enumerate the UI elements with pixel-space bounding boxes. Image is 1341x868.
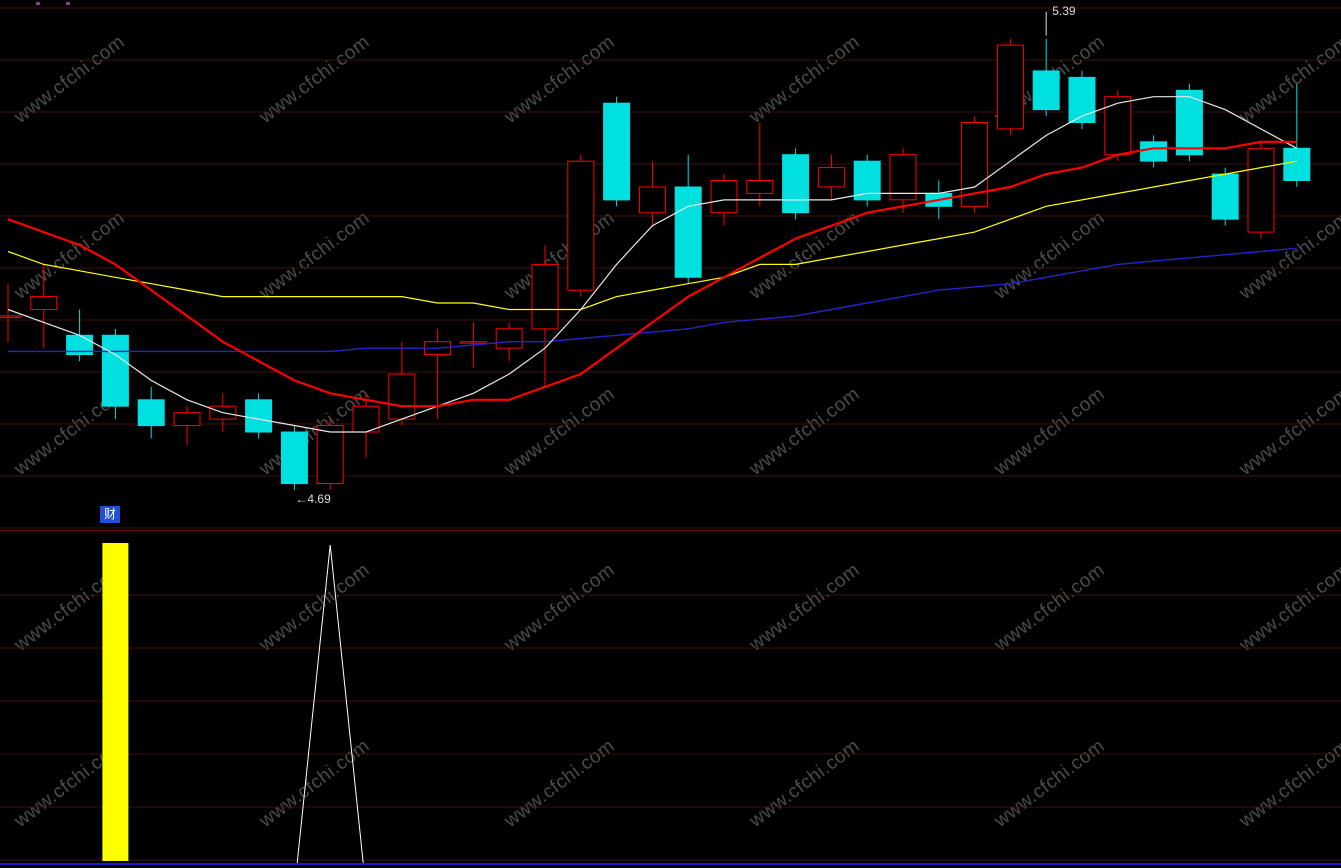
candle-body-down: [1283, 147, 1311, 182]
candle-body-up: [30, 296, 58, 311]
candle-body-down: [280, 431, 308, 485]
candle-body-up: [746, 180, 774, 194]
candle-body-up: [316, 425, 344, 484]
candle-body-up: [352, 405, 380, 433]
artifact-dot: [36, 2, 40, 5]
candle-body-down: [782, 154, 810, 214]
candlestick-chart-svg: [0, 7, 1341, 529]
candle-body-down: [853, 160, 881, 201]
ma-line-white: [7, 96, 1298, 433]
artifact-dot: [66, 2, 70, 5]
candle-body-up: [495, 328, 523, 349]
candle-body-down: [101, 334, 129, 407]
ma-line-yellow: [7, 160, 1297, 311]
candle-body-up: [459, 341, 487, 344]
candle-body-up: [710, 180, 738, 214]
candle-body-up: [1247, 147, 1275, 233]
main-candlestick-panel[interactable]: [0, 0, 1341, 531]
candle-body-up: [889, 154, 917, 201]
indicator-yellow-bar: [102, 543, 129, 861]
candle-body-up: [0, 315, 22, 318]
candle-body-up: [567, 160, 595, 291]
candle-body-down: [137, 399, 165, 427]
candle-body-up: [1104, 96, 1132, 156]
indicator-chart-svg: [0, 543, 1341, 864]
candle-body-down: [1032, 70, 1060, 111]
candle-body-down: [245, 399, 273, 433]
bottom-border-line: [0, 863, 1341, 865]
indicator-subpanel[interactable]: [0, 541, 1341, 868]
ma-line-blue: [8, 247, 1297, 353]
low-price-label: ←4.69: [295, 492, 331, 507]
candle-body-down: [603, 102, 631, 201]
candle-body-up: [817, 167, 845, 188]
candle-body-down: [674, 186, 702, 278]
panel-separator-line: [0, 530, 1341, 531]
candle-body-up: [173, 412, 201, 427]
high-price-label: 5.39: [1052, 4, 1076, 18]
indicator-spike: [296, 544, 364, 864]
candle-body-down: [1211, 173, 1239, 220]
ma-line-red: [7, 140, 1297, 408]
candle-body-up: [638, 186, 666, 214]
candle-body-up: [996, 44, 1024, 130]
candle-body-down: [1175, 89, 1203, 156]
candle-body-down: [1068, 76, 1096, 123]
indicator-badge[interactable]: 财: [100, 506, 121, 523]
candle-body-up: [531, 263, 559, 330]
candle-body-up: [388, 373, 416, 420]
candle-body-down: [1140, 141, 1168, 162]
